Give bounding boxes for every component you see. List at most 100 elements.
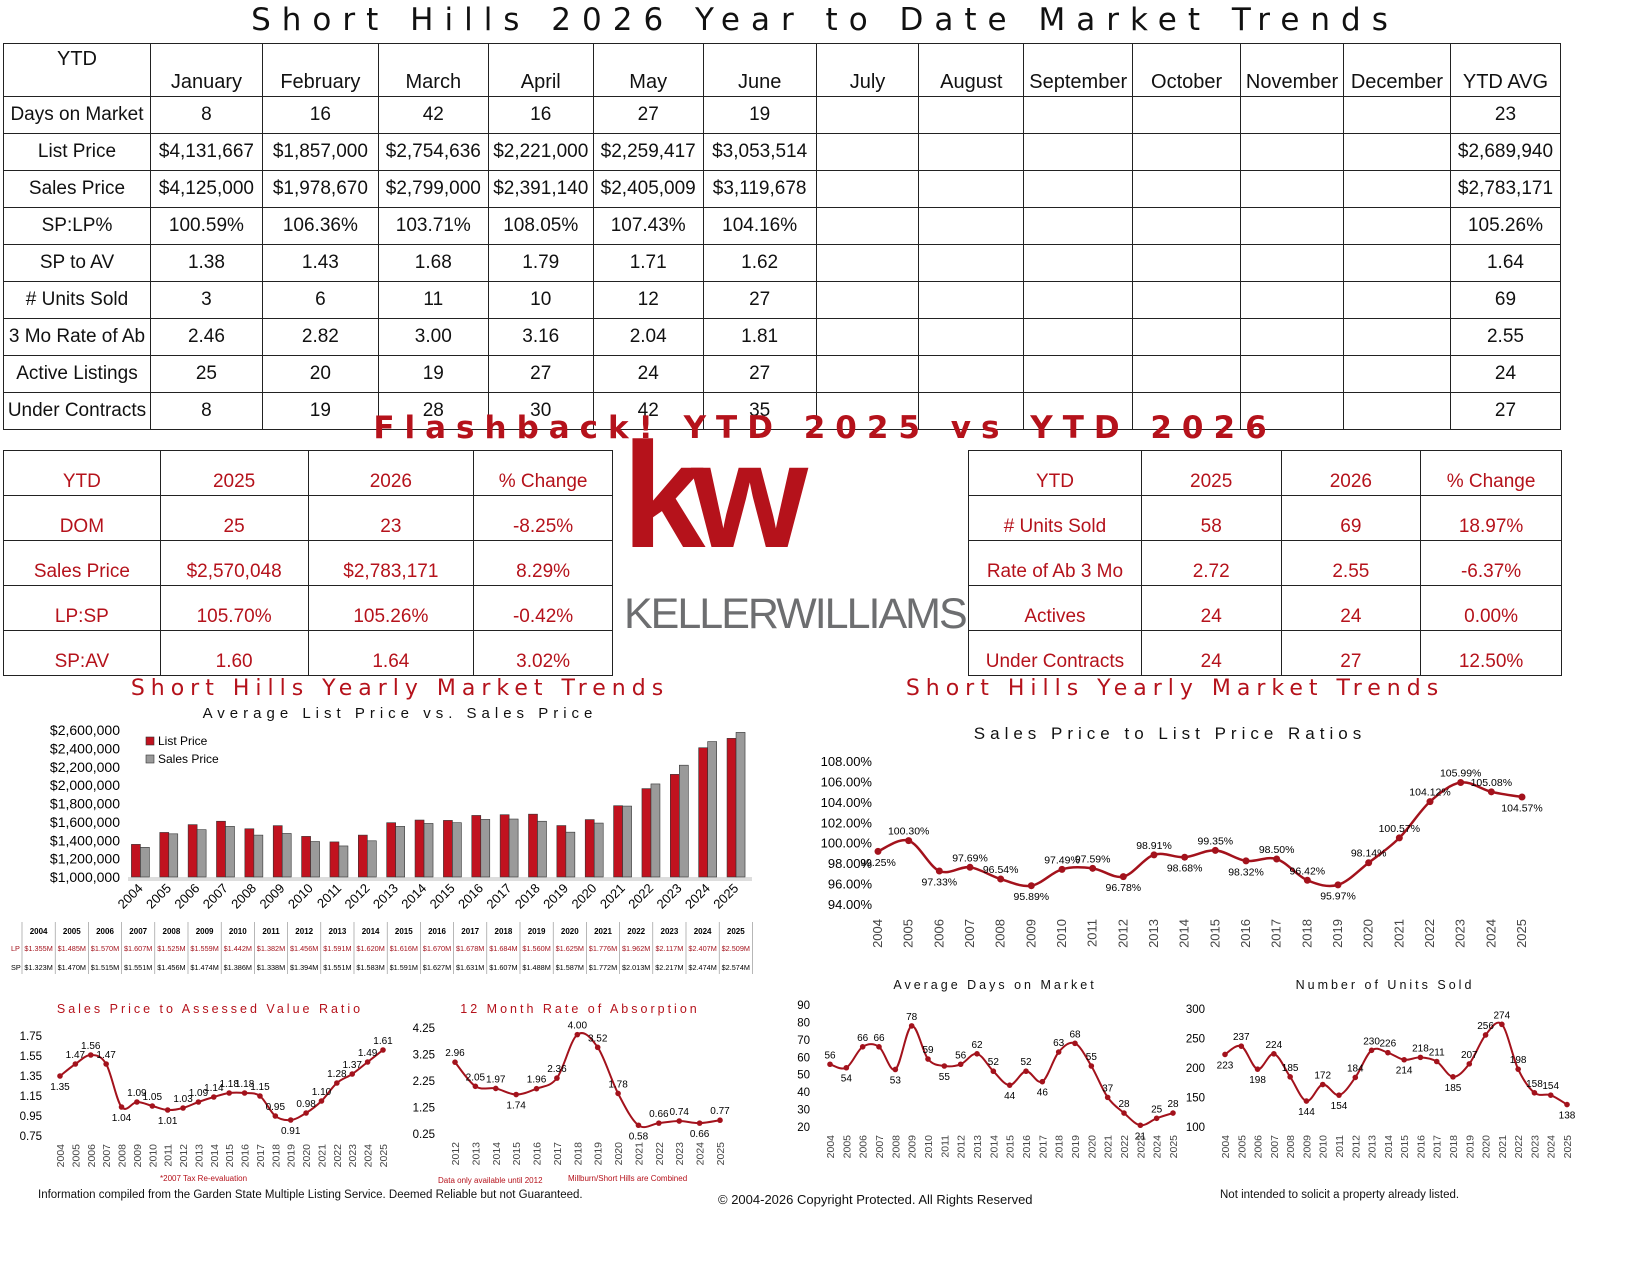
data-point <box>1027 882 1035 890</box>
value-cell <box>1240 244 1344 282</box>
list-price-bar <box>726 738 737 878</box>
data-point <box>241 1090 248 1096</box>
data-label: 56 <box>955 1050 967 1061</box>
data-point <box>134 1099 140 1105</box>
x-tick-label: 2018 <box>1054 1135 1066 1159</box>
data-label: 28 <box>1118 1099 1130 1110</box>
x-tick-label: 2013 <box>193 1144 205 1168</box>
data-label: 226 <box>1380 1039 1397 1050</box>
flashback-row: Rate of Ab 3 Mo 2.72 2.55 -6.37% <box>968 540 1562 586</box>
value-cell: 30 <box>487 392 594 430</box>
y-tick-label: 150 <box>1186 1093 1205 1105</box>
flashback-header-cell: % Change <box>473 450 613 496</box>
value-cell <box>918 170 1025 208</box>
x-tick-label: 2007 <box>874 1135 886 1159</box>
flashback-header-cell: 2026 <box>1280 450 1422 496</box>
row-label-cell: Active Listings <box>3 355 151 393</box>
data-point <box>1450 1074 1456 1080</box>
lp-sp-values-table: 2004 $1.355M $1.323M 2005 $1.485M $1.470M 2006… <box>11 922 753 974</box>
value-cell: 100.59% <box>149 207 263 245</box>
sp-cell: $1.338M <box>257 963 285 972</box>
year-cell: 2004 <box>30 927 48 936</box>
data-point <box>1334 881 1342 889</box>
value-cell: $4,125,000 <box>149 170 263 208</box>
lp-cell: $2.407M <box>688 944 716 953</box>
x-tick-label: 2019 <box>1464 1135 1476 1159</box>
x-tick-label: 2024 <box>695 1142 707 1166</box>
x-tick-label: 2024 <box>1152 1135 1164 1159</box>
x-tick-label: 2025 <box>710 881 741 912</box>
y-tick-label: $2,200,000 <box>50 759 120 775</box>
data-label: 99.35% <box>1198 835 1234 847</box>
year-cell: 2010 <box>229 927 247 936</box>
data-point <box>957 1061 964 1068</box>
bar-chart-title: Short Hills Yearly Market Trends <box>130 676 670 701</box>
sales-price-bar <box>395 826 405 878</box>
value-cell <box>1132 244 1242 282</box>
x-tick-label: 2015 <box>427 881 458 912</box>
value-cell: 103.71% <box>377 207 489 245</box>
value-cell <box>1240 318 1344 356</box>
data-label: 274 <box>1494 1010 1511 1021</box>
x-tick-label: 2018 <box>270 1144 282 1168</box>
sp-cell: $1.488M <box>522 963 550 972</box>
data-label: 144 <box>1298 1107 1315 1118</box>
data-label: 1.78 <box>608 1079 628 1090</box>
data-point <box>827 1061 833 1068</box>
x-tick-label: 2004 <box>115 881 146 912</box>
value-cell <box>815 281 920 319</box>
y-tick-label: $1,400,000 <box>50 832 120 848</box>
x-tick-label: 2022 <box>1513 1135 1525 1159</box>
data-label: 207 <box>1461 1050 1478 1061</box>
data-label: 138 <box>1559 1111 1576 1122</box>
y-tick-label: 98.00% <box>828 856 873 871</box>
data-label: 1.96 <box>527 1075 547 1086</box>
data-point <box>997 875 1005 883</box>
value-cell <box>1132 133 1242 171</box>
data-label: 1.05 <box>143 1092 163 1103</box>
data-label: 154 <box>1542 1081 1559 1092</box>
data-label: 78 <box>906 1012 918 1023</box>
list-price-bar <box>187 824 198 878</box>
data-label: 98.68% <box>1167 863 1203 875</box>
value-cell: 27 <box>702 355 817 393</box>
flashback-cell: 2.55 <box>1280 540 1422 586</box>
data-point <box>1287 1074 1293 1080</box>
data-point <box>1181 853 1189 861</box>
data-label: 1.15 <box>250 1082 270 1093</box>
data-label: 105.99% <box>1440 768 1481 780</box>
flashback-cell: 24 <box>1140 585 1282 631</box>
flashback-cell: 105.70% <box>159 585 309 631</box>
y-tick-label: $1,800,000 <box>50 796 120 812</box>
data-point <box>843 1064 850 1071</box>
data-point <box>1104 1094 1111 1101</box>
x-tick-label: 2021 <box>597 881 628 912</box>
sales-price-bar <box>168 833 179 878</box>
data-point <box>118 1104 125 1110</box>
data-label: 100.57% <box>1379 823 1420 835</box>
flashback-cell: 3.02% <box>473 630 613 676</box>
data-point <box>1518 793 1526 801</box>
list-price-bar <box>613 805 623 878</box>
x-tick-label: 2011 <box>314 881 344 911</box>
x-tick-label: 2015 <box>1005 1135 1017 1159</box>
x-tick-label: 2020 <box>1086 1135 1098 1159</box>
flashback-cell: -6.37% <box>1420 540 1562 586</box>
x-tick-label: 2013 <box>370 881 401 912</box>
x-tick-label: 2025 <box>378 1144 390 1168</box>
month-header-cell: YTD AVG <box>1449 43 1562 97</box>
year-cell: 2006 <box>96 927 114 936</box>
y-tick-label: 94.00% <box>828 897 873 912</box>
sp-cell: $1.551M <box>124 963 152 972</box>
y-tick-label: 0.75 <box>20 1131 42 1143</box>
data-point <box>1006 1082 1013 1088</box>
data-label: 56 <box>824 1050 836 1061</box>
value-cell <box>1023 355 1134 393</box>
flashback-row: Under Contracts 24 27 12.50% <box>968 630 1562 676</box>
x-tick-label: 2004 <box>1220 1135 1232 1159</box>
flashback-cell: Under Contracts <box>968 630 1142 676</box>
value-cell: $3,119,678 <box>702 170 817 208</box>
data-label: 55 <box>939 1072 951 1083</box>
flashback-row: SP:AV 1.60 1.64 3.02% <box>3 630 613 676</box>
data-label: 185 <box>1445 1083 1462 1094</box>
